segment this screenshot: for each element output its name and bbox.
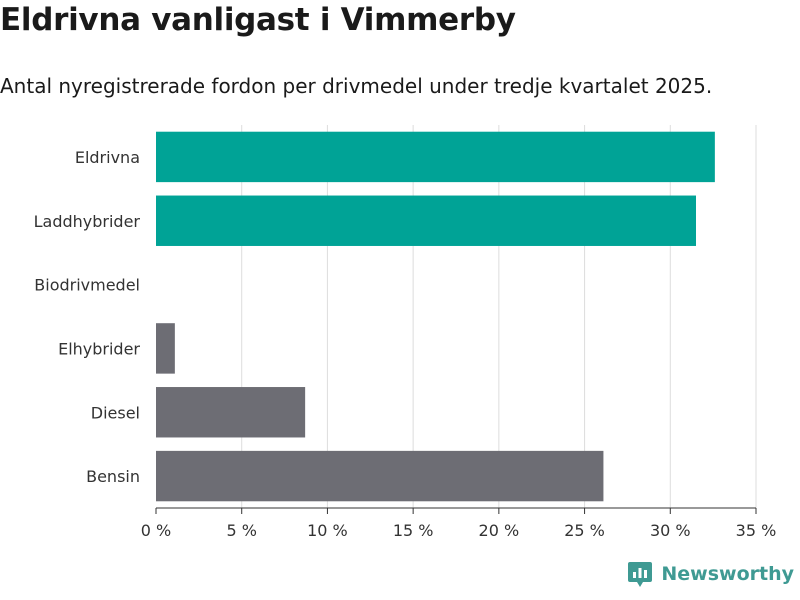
gridlines [241, 125, 757, 508]
bar [156, 387, 306, 438]
x-tick-label: 15 % [393, 521, 434, 540]
brand-name: Newsworthy [661, 563, 794, 585]
chart-subtitle: Antal nyregistrerade fordon per drivmede… [0, 74, 713, 98]
x-tick-label: 0 % [141, 521, 171, 540]
x-tick-label: 5 % [226, 521, 256, 540]
category-labels: Eldrivna Laddhybrider Biodrivmedel Elhybrid… [34, 148, 141, 486]
bars [156, 131, 715, 502]
category-label: Biodrivmedel [34, 276, 140, 295]
bar [156, 131, 715, 183]
chart-title: Eldrivna vanligast i Vimmerby [0, 2, 516, 38]
category-label: Eldrivna [75, 148, 140, 167]
x-tick-label: 25 % [564, 521, 605, 540]
x-tick-label: 10 % [307, 521, 348, 540]
category-label: Diesel [91, 403, 140, 422]
bar [156, 450, 604, 502]
x-tick-label: 30 % [650, 521, 691, 540]
x-tick-label: 20 % [479, 521, 520, 540]
category-label: Laddhybrider [34, 212, 141, 231]
category-label: Bensin [86, 467, 140, 486]
x-axis: 0 % 5 % 10 % 15 % 20 % 25 % 30 % 35 % [141, 507, 777, 540]
bar [156, 195, 696, 246]
x-tick-label: 35 % [736, 521, 777, 540]
brand-logo: Newsworthy [627, 560, 794, 588]
category-label: Elhybrider [58, 339, 140, 358]
chart-bubble-icon [628, 562, 653, 587]
bar [156, 323, 175, 374]
